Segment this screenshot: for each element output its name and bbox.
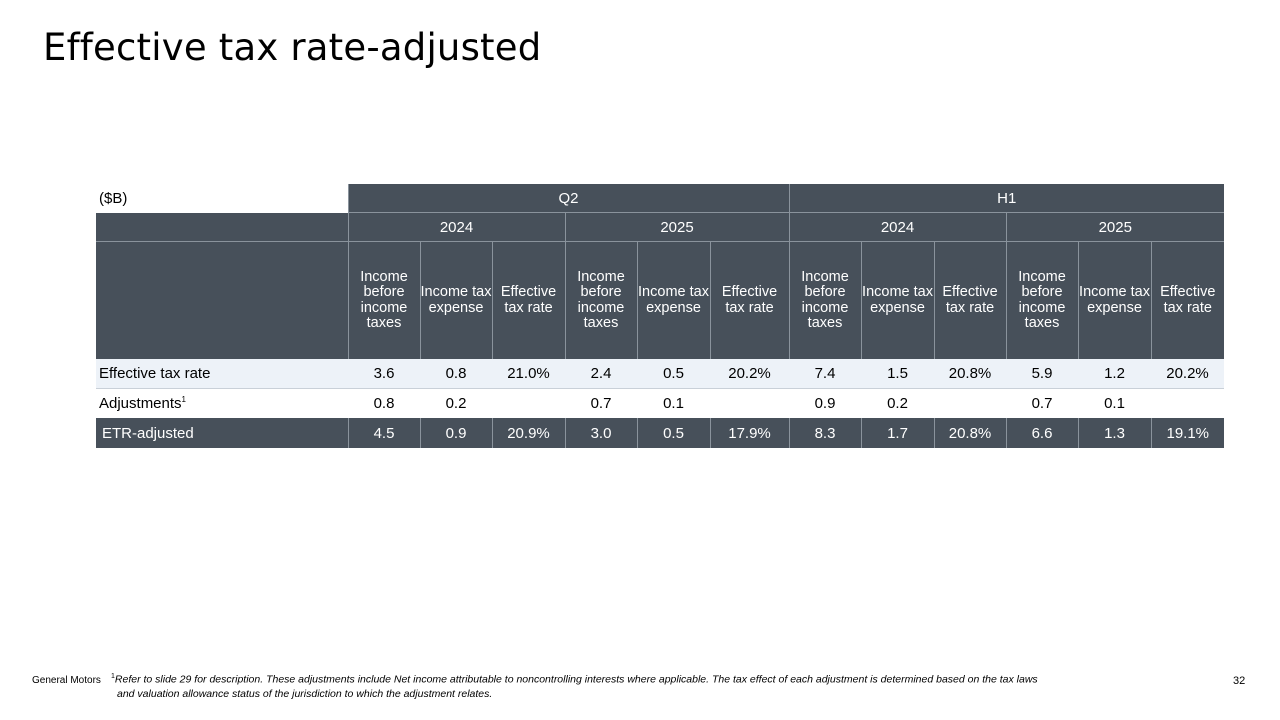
- table-cell: 17.9%: [709, 418, 790, 448]
- table-cell: [710, 388, 790, 418]
- table-cell: 0.8: [348, 388, 420, 418]
- year-header: 2025: [1005, 212, 1225, 242]
- table-cell: 3.6: [348, 359, 420, 389]
- column-header: Effective tax rate: [709, 241, 790, 359]
- table-cell: 0.5: [636, 418, 710, 448]
- table-cell: 0.7: [1006, 388, 1079, 418]
- table-cell: 20.2%: [1151, 359, 1225, 389]
- table-row-effective-tax-rate: Effective tax rate 3.6 0.8 21.0% 2.4 0.5…: [96, 359, 1225, 389]
- period-header-h1: H1: [788, 184, 1225, 213]
- table-cell: 8.3: [788, 418, 862, 448]
- period-header-row: ($B) Q2 H1: [96, 184, 1225, 213]
- footnote-line-1: Refer to slide 29 for description. These…: [114, 673, 1038, 686]
- year-header: 2025: [564, 212, 790, 242]
- table-row-etr-adjusted: ETR-adjusted 4.5 0.9 20.9% 3.0 0.5 17.9%…: [96, 418, 1225, 448]
- column-header: Income before income taxes: [1005, 241, 1079, 359]
- column-header: Effective tax rate: [491, 241, 565, 359]
- table-cell: 20.8%: [934, 359, 1007, 389]
- table-cell: 1.5: [861, 359, 935, 389]
- column-header: Income tax expense: [860, 241, 935, 359]
- year-header: 2024: [788, 212, 1007, 242]
- table-cell: 6.6: [1005, 418, 1079, 448]
- table-cell: 7.4: [789, 359, 862, 389]
- row-label: Effective tax rate: [96, 359, 348, 389]
- page-title: Effective tax rate-adjusted: [43, 26, 542, 69]
- table-cell: 0.7: [565, 388, 637, 418]
- year-header-blank: [96, 212, 348, 242]
- table-cell: 5.9: [1006, 359, 1079, 389]
- column-header: Effective tax rate: [933, 241, 1007, 359]
- tax-rate-table: ($B) Q2 H1 2024 2025 2024 2025 Income be…: [96, 184, 1225, 448]
- table-cell: 20.8%: [933, 418, 1007, 448]
- table-cell: 0.1: [637, 388, 710, 418]
- column-header: Income tax expense: [419, 241, 492, 359]
- table-cell: [1151, 388, 1225, 418]
- table-cell: 0.1: [1078, 388, 1152, 418]
- footnote: 1Refer to slide 29 for description. Thes…: [111, 670, 1171, 701]
- table-cell: 20.2%: [710, 359, 790, 389]
- table-cell: 0.2: [861, 388, 935, 418]
- table-cell: 0.9: [419, 418, 492, 448]
- table-cell: [934, 388, 1007, 418]
- table-cell: [492, 388, 565, 418]
- column-header: Income before income taxes: [788, 241, 862, 359]
- table-cell: 0.9: [789, 388, 862, 418]
- table-cell: 19.1%: [1150, 418, 1225, 448]
- table-cell: 1.7: [860, 418, 935, 448]
- table-cell: 4.5: [347, 418, 420, 448]
- column-header: Effective tax rate: [1150, 241, 1225, 359]
- table-cell: 21.0%: [492, 359, 565, 389]
- page-number: 32: [1233, 675, 1246, 687]
- column-header-blank: [96, 242, 348, 360]
- column-header: Income before income taxes: [564, 241, 637, 359]
- row-label: Adjustments1: [96, 388, 348, 418]
- table-cell: 1.3: [1077, 418, 1152, 448]
- column-header-row: Income before income taxes Income tax ex…: [96, 241, 1225, 360]
- column-header: Income before income taxes: [347, 241, 420, 359]
- company-name: General Motors: [32, 675, 101, 686]
- column-header: Income tax expense: [1077, 241, 1152, 359]
- unit-label: ($B): [96, 184, 348, 213]
- period-header-q2: Q2: [347, 184, 790, 213]
- row-label-text: Adjustments: [99, 395, 182, 412]
- footnote-mark: 1: [181, 395, 186, 404]
- table-cell: 20.9%: [491, 418, 565, 448]
- footnote-mark: 1: [111, 673, 115, 680]
- year-header-row: 2024 2025 2024 2025: [96, 212, 1225, 242]
- table-cell: 2.4: [565, 359, 637, 389]
- table-row-adjustments: Adjustments1 0.8 0.2 0.7 0.1 0.9 0.2 0.7…: [96, 388, 1225, 418]
- year-header: 2024: [347, 212, 565, 242]
- row-label: ETR-adjusted: [96, 418, 348, 448]
- table-cell: 1.2: [1078, 359, 1152, 389]
- table-cell: 3.0: [564, 418, 637, 448]
- table-cell: 0.8: [420, 359, 492, 389]
- table-cell: 0.2: [420, 388, 492, 418]
- table-cell: 0.5: [637, 359, 710, 389]
- column-header: Income tax expense: [636, 241, 710, 359]
- footnote-line-2: and valuation allowance status of the ju…: [117, 687, 493, 700]
